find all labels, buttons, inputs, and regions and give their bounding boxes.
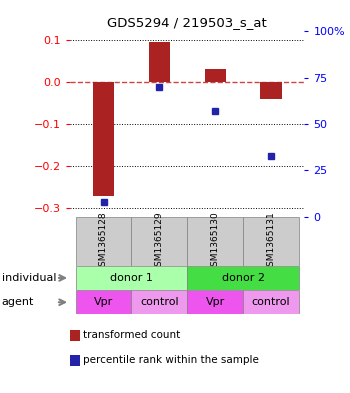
Text: GSM1365131: GSM1365131 bbox=[266, 211, 275, 272]
Text: transformed count: transformed count bbox=[83, 330, 181, 340]
Text: Vpr: Vpr bbox=[94, 297, 113, 307]
Bar bbox=[187, 217, 243, 266]
Bar bbox=[93, 82, 114, 196]
Bar bbox=[187, 290, 243, 314]
Text: percentile rank within the sample: percentile rank within the sample bbox=[83, 355, 259, 365]
Bar bbox=[243, 290, 299, 314]
Bar bbox=[260, 82, 282, 99]
Text: GSM1365130: GSM1365130 bbox=[211, 211, 220, 272]
Bar bbox=[243, 217, 299, 266]
Text: individual: individual bbox=[2, 273, 56, 283]
Text: control: control bbox=[252, 297, 290, 307]
Bar bbox=[76, 266, 187, 290]
Bar bbox=[131, 290, 187, 314]
Text: agent: agent bbox=[2, 297, 34, 307]
Text: Vpr: Vpr bbox=[205, 297, 225, 307]
Bar bbox=[204, 69, 226, 82]
Bar bbox=[149, 42, 170, 82]
Bar bbox=[76, 217, 131, 266]
Bar bbox=[187, 266, 299, 290]
Text: donor 1: donor 1 bbox=[110, 273, 153, 283]
Bar bbox=[131, 217, 187, 266]
Text: donor 2: donor 2 bbox=[222, 273, 265, 283]
Text: control: control bbox=[140, 297, 178, 307]
Bar bbox=[76, 290, 131, 314]
Text: GSM1365129: GSM1365129 bbox=[155, 211, 164, 272]
Text: GSM1365128: GSM1365128 bbox=[99, 211, 108, 272]
Title: GDS5294 / 219503_s_at: GDS5294 / 219503_s_at bbox=[107, 16, 267, 29]
